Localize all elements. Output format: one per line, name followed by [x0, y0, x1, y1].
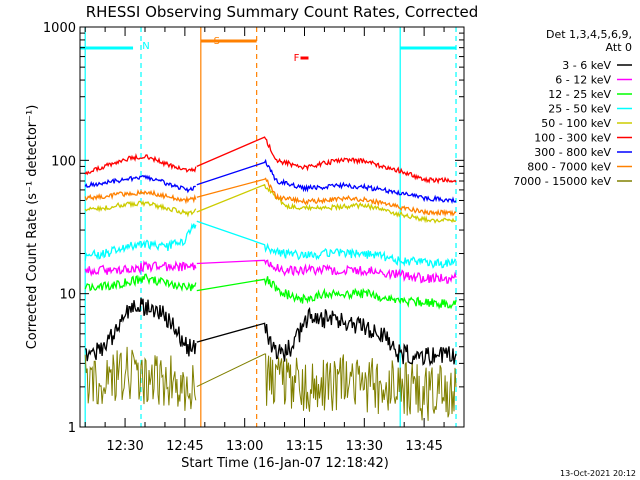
series-line-3-before-gap: [84, 273, 197, 293]
x-tick-label-1230: 12:30: [106, 439, 143, 454]
series-line-4-after-gap: [196, 220, 457, 269]
series-line-9-after-gap: [196, 353, 457, 421]
series-line-1-before-gap: [85, 297, 197, 362]
legend-item-8: 800 - 7000 keV: [527, 161, 611, 174]
series-line-2-before-gap: [84, 259, 197, 277]
series-line-8-before-gap: [84, 188, 197, 205]
series-line-1-after-gap: [196, 306, 457, 367]
series-line-5-before-gap: [84, 200, 197, 218]
x-axis-label: Start Time (16-Jan-07 12:18:42): [181, 456, 389, 471]
series-line-7-before-gap: [84, 174, 196, 194]
legend-item-1: 3 - 6 keV: [562, 59, 611, 72]
y-tick-label-1000: 1000: [43, 21, 76, 36]
series-line-5-after-gap: [196, 183, 457, 224]
legend: Det 1,3,4,5,6,9,Att 0 3 - 6 keV 6 - 12 keV…: [513, 28, 632, 188]
x-tick-label-1330: 13:30: [346, 439, 383, 454]
annotation-label-s: S: [214, 36, 220, 47]
legend-header-line-1: Det 1,3,4,5,6,9,: [546, 28, 632, 41]
y-axis-ticks: 1 10 100 1000: [43, 21, 464, 436]
y-axis-label: Corrected Count Rate (s⁻¹ detector⁻¹): [25, 105, 40, 350]
x-tick-label-1300: 13:00: [226, 439, 263, 454]
chart-title: RHESSI Observing Summary Count Rates, Co…: [86, 3, 479, 21]
plot-frame: [79, 26, 465, 428]
series-line-6-before-gap: [84, 153, 197, 176]
x-tick-label-1345: 13:45: [405, 439, 442, 454]
series-line-6-after-gap: [196, 136, 457, 185]
x-tick-label-1315: 13:15: [286, 439, 323, 454]
legend-item-2: 6 - 12 keV: [555, 74, 611, 87]
series-line-9-before-gap: [84, 346, 197, 411]
footer-timestamp: 13-Oct-2021 20:12: [560, 469, 636, 478]
legend-item-3: 12 - 25 keV: [548, 88, 611, 101]
annotation-bars: N S F: [80, 36, 457, 64]
series-line-8-after-gap: [196, 177, 457, 218]
legend-item-7: 300 - 800 keV: [534, 146, 611, 159]
legend-item-6: 100 - 300 keV: [534, 132, 611, 145]
legend-header-line-2: Att 0: [606, 41, 632, 54]
y-tick-label-100: 100: [51, 154, 76, 169]
series-lines: [84, 136, 457, 421]
annotation-label-n: N: [142, 41, 149, 52]
series-line-3-after-gap: [196, 276, 457, 310]
series-line-7-after-gap: [196, 158, 457, 205]
annotation-label-f: F: [294, 53, 300, 64]
series-line-4-before-gap: [84, 222, 197, 261]
y-tick-label-10: 10: [59, 288, 76, 303]
series-line-2-after-gap: [196, 259, 457, 284]
y-tick-label-1: 1: [68, 421, 76, 436]
legend-item-4: 25 - 50 keV: [548, 103, 611, 116]
x-axis-ticks: 12:30 12:45 13:00 13:15 13:30 13:45: [84, 27, 465, 454]
legend-item-9: 7000 - 15000 keV: [513, 175, 611, 188]
x-tick-label-1245: 12:45: [166, 439, 203, 454]
legend-item-5: 50 - 100 keV: [541, 117, 611, 130]
